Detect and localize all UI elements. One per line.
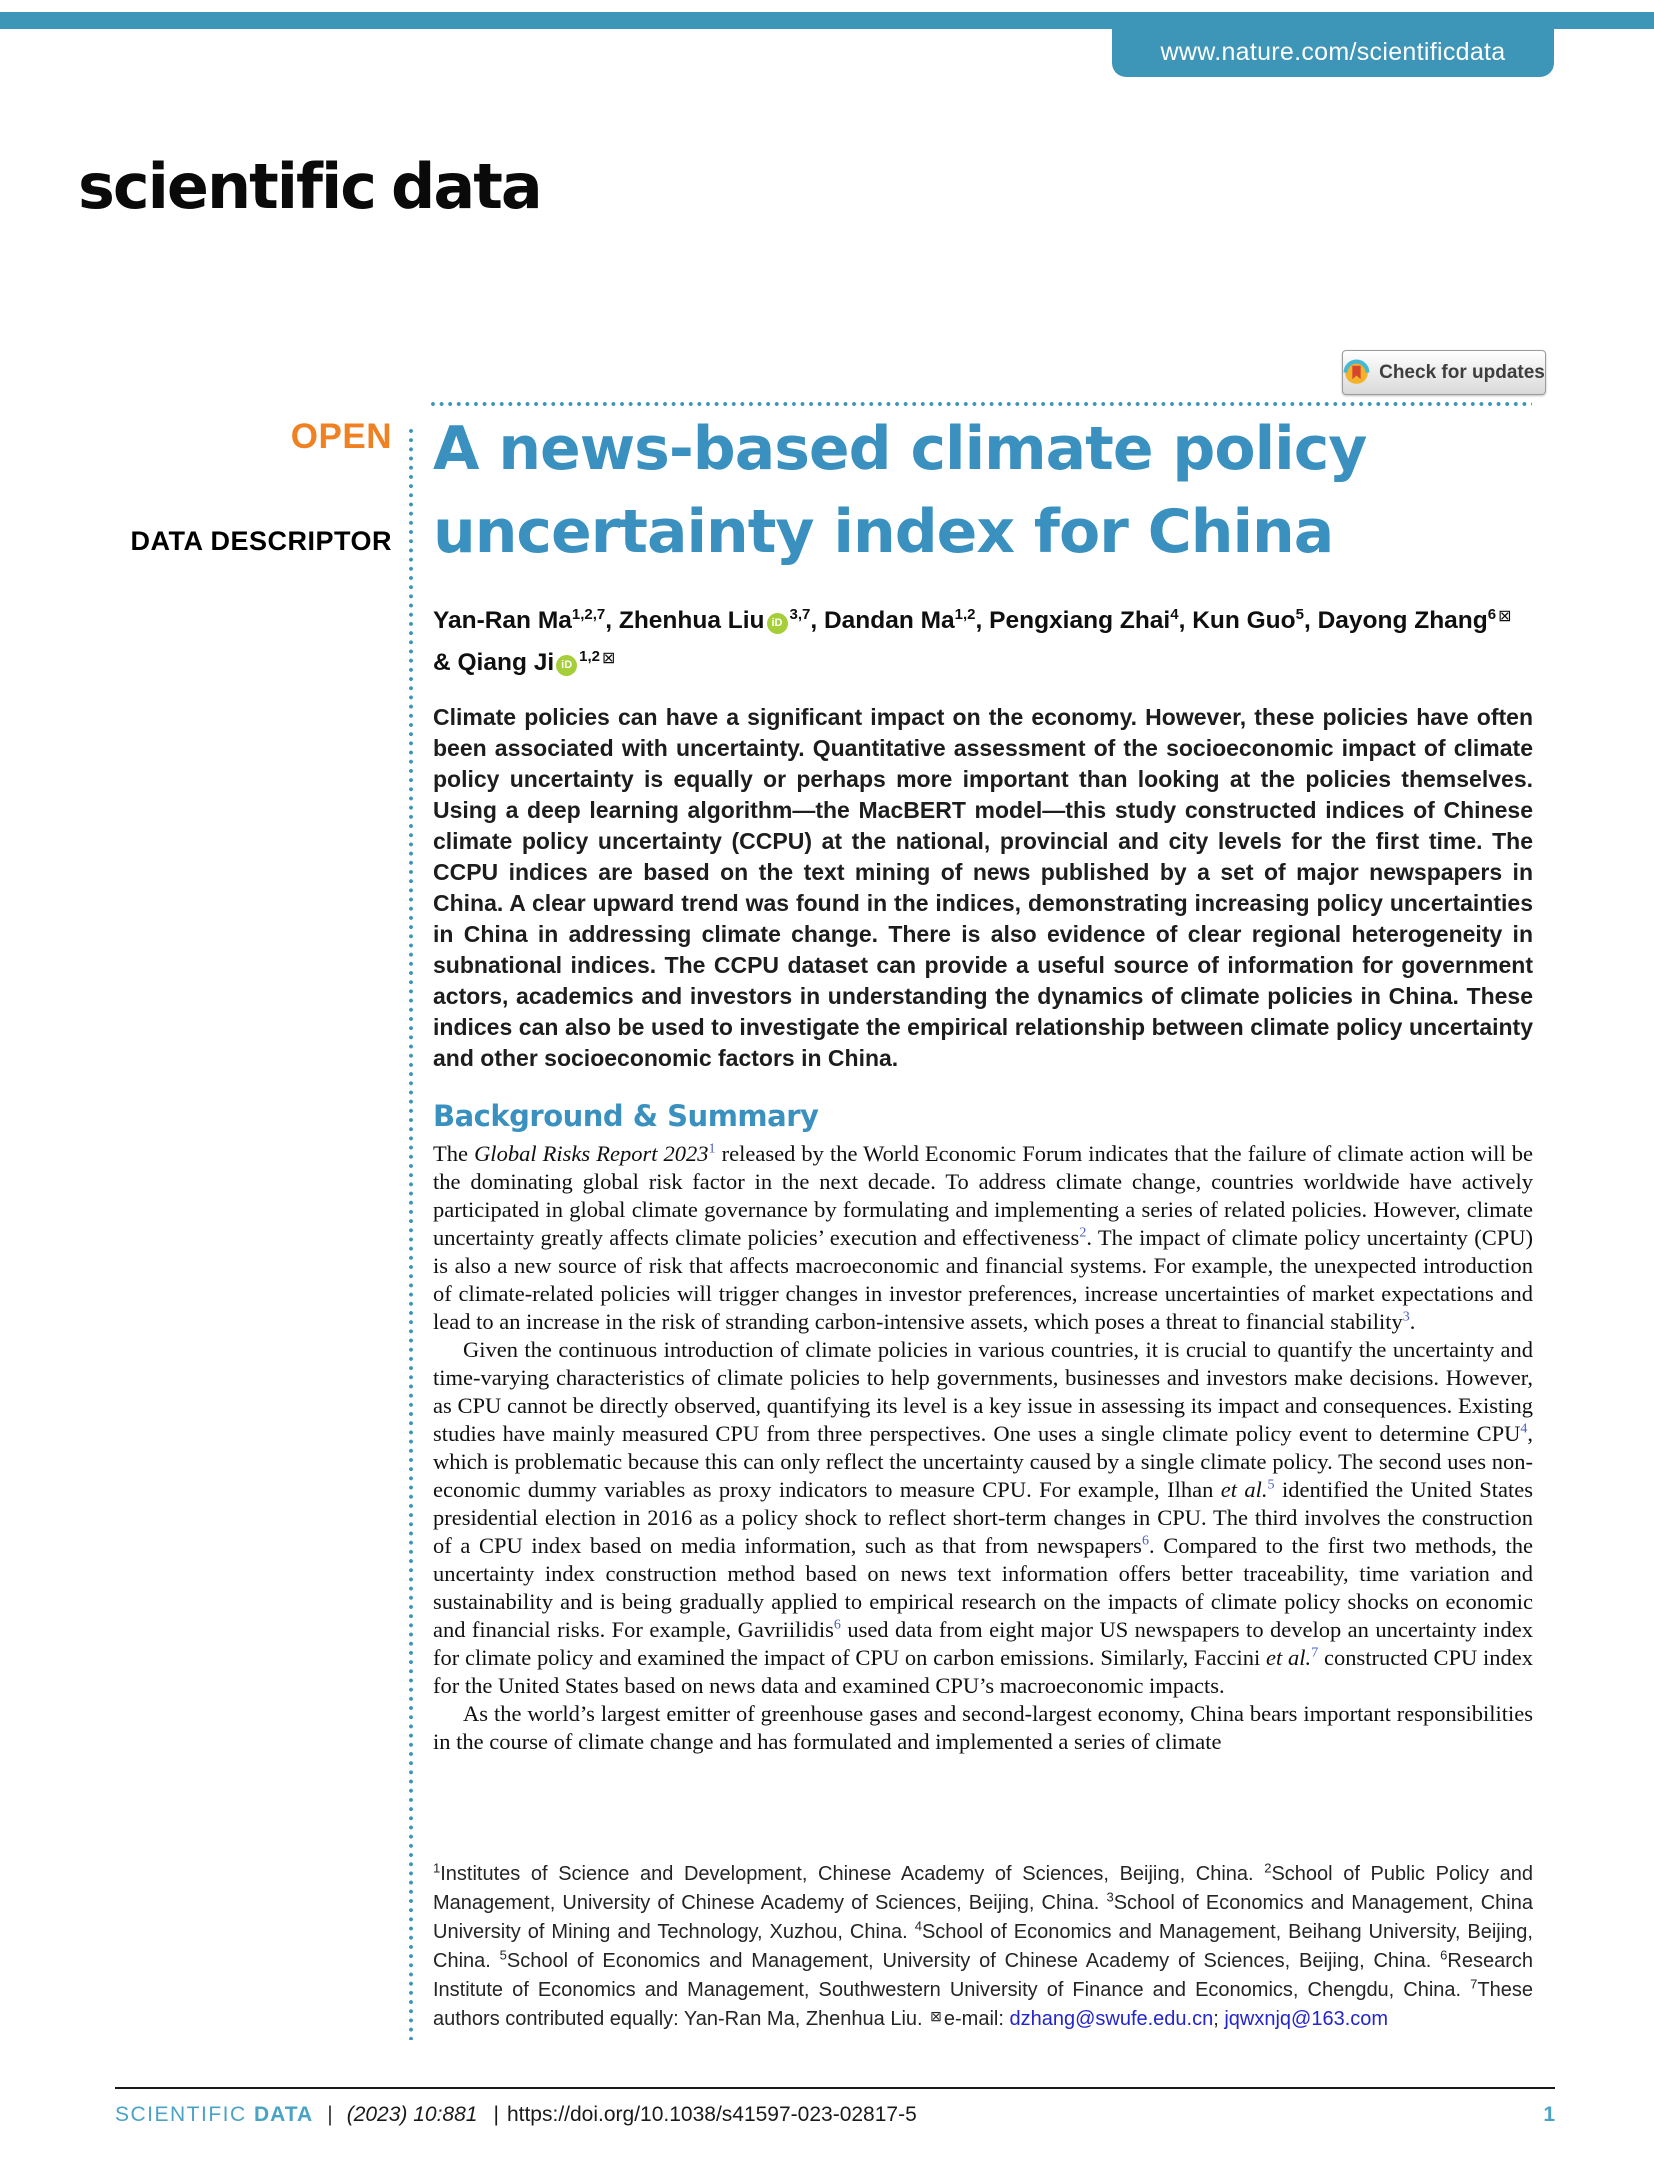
abstract: Climate policies can have a significant … [433,704,1533,1071]
author-name: Zhenhua Liu [618,607,765,635]
footnote-marker: 5 [499,1947,507,1963]
article-type-label: DATA DESCRIPTOR [130,526,392,556]
author-name: Pengxiang Zhai [989,607,1171,635]
author-name: Dandan Ma [823,607,955,635]
email-link[interactable]: dzhang@swufe.edu.cn [1009,2008,1214,2030]
crossmark-icon [1343,359,1370,386]
footer-doi[interactable]: https://doi.org/10.1038/s41597-023-02817… [506,2103,917,2126]
footer-divider: | [327,2103,333,2126]
author-list: Yan-Ran Ma1,2,7, Zhenhua Liu iD3,7, Danda… [433,597,1518,681]
footer-journal-name: SCIENTIFIC DATA [115,2103,313,2127]
footer-divider: | [493,2103,499,2126]
logo-word-scientific: scientific [78,150,377,223]
check-for-updates-label: Check for updates [1379,361,1545,383]
citation-ref: 4 [1520,1421,1528,1437]
citation-ref: 6 [833,1617,841,1633]
orcid-icon[interactable]: iD [556,655,578,677]
affiliation-superscript: 6 [1487,606,1497,623]
paragraph: Given the continuous introduction of cli… [433,1337,1534,1698]
author: Qiang Ji iD1,2 ⊠ [457,648,616,677]
dotted-rule-vertical [408,428,414,2040]
affiliation-superscript: 1,2 [579,648,601,666]
author: Yan-Ran Ma1,2,7, [433,606,619,635]
page-number: 1 [1543,2103,1555,2126]
footer-journal-bold: DATA [254,2103,314,2126]
article-title: A news-based climate policy uncertainty … [433,408,1548,574]
author-separator: & [433,649,458,677]
author-name: Yan-Ran Ma [433,607,572,635]
footnote-marker: 3 [1106,1889,1114,1905]
affiliation-superscript: 4 [1170,606,1179,623]
author-separator: , [1178,607,1193,635]
author-name: Kun Guo [1192,607,1296,635]
author-name: Dayong Zhang [1317,607,1488,635]
logo-word-data: data [390,150,543,223]
author-name: Qiang Ji [457,649,555,677]
author-separator: , [1303,607,1318,635]
citation-ref: 1 [708,1141,716,1157]
footnote-marker: 1 [433,1860,441,1876]
citation-ref: 6 [1141,1533,1149,1549]
footnote-marker: 7 [1470,1976,1478,1992]
body-text: The Global Risks Report 20231 released b… [433,1140,1533,1756]
journal-logo: scientific data [78,150,543,223]
paragraph: As the world’s largest emitter of greenh… [433,1701,1533,1754]
dotted-rule-horizontal [430,401,1532,407]
author: Zhenhua Liu iD3,7, [618,606,824,635]
citation-ref: 7 [1311,1645,1319,1661]
author-separator: , [605,607,619,635]
citation-ref: 3 [1402,1309,1410,1325]
footer-journal-light: SCIENTIFIC [115,2103,247,2126]
footnote-marker: 2 [1264,1860,1272,1876]
check-for-updates-button[interactable]: Check for updates [1342,350,1546,395]
orcid-icon[interactable]: iD [766,613,788,635]
affiliations-footnotes: 1Institutes of Science and Development, … [433,1860,1534,2030]
paragraph: The Global Risks Report 20231 released b… [433,1141,1534,1334]
author-separator: , [975,607,990,635]
citation-ref: 2 [1079,1225,1087,1241]
citation-ref: 5 [1267,1477,1275,1493]
footnote-marker: 4 [914,1918,922,1934]
footer-rule [115,2087,1555,2089]
author: Dandan Ma1,2, [823,606,990,635]
author-separator: , [810,607,824,635]
journal-url-tab[interactable]: www.nature.com/scientificdata [1112,27,1554,77]
email-link[interactable]: jqwxnjq@163.com [1224,2008,1389,2030]
masthead-strip [0,12,1654,29]
affiliation-superscript: 1,2,7 [571,606,606,623]
affiliation-superscript: 1,2 [954,606,976,623]
journal-url: www.nature.com/scientificdata [1160,37,1506,66]
author: Pengxiang Zhai4, [989,606,1193,635]
footer-citation: (2023) 10:881 | https://doi.org/10.1038/s4… [347,2103,917,2127]
section-heading: Background & Summary [433,1099,819,1133]
affiliation-superscript: 5 [1295,606,1304,623]
author: Kun Guo5, [1192,606,1318,635]
author: Dayong Zhang6 ⊠ & [433,606,1512,677]
affiliation-superscript: 3,7 [789,606,811,623]
footer: SCIENTIFIC DATA | (2023) 10:881 | https://… [115,2103,1555,2127]
footnote-marker: 6 [1440,1947,1448,1963]
article-title-line2: uncertainty index for China [433,497,1334,567]
article-title-line1: A news-based climate policy [433,414,1367,484]
footer-volume: (2023) 10:881 [346,2103,478,2126]
open-access-label: OPEN [290,417,392,456]
